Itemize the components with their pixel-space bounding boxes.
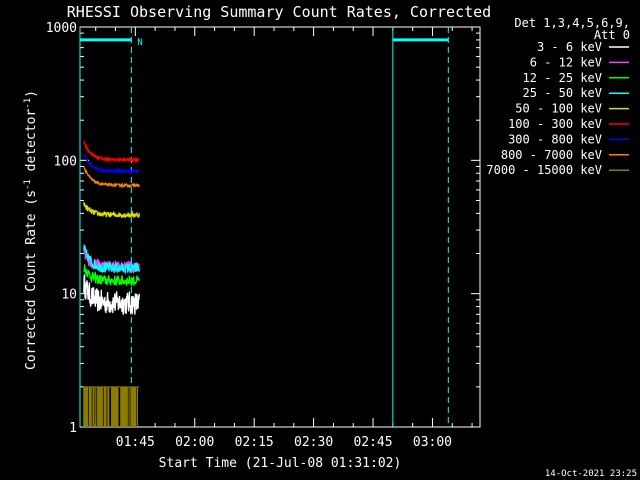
series-line [83,166,140,189]
x-axis-tick-labels: 01:45 02:00 02:15 02:30 02:45 03:00 [116,435,452,450]
legend-entry-label: 800 - 7000 keV [501,148,602,162]
y-tick-label: 10 [61,288,77,303]
series-line [83,386,138,427]
series-line [83,202,140,219]
y-tick-label: 1000 [46,21,77,36]
y-tick-label: 1 [69,421,77,436]
series-group [83,139,140,427]
legend-entry-label: 300 - 800 keV [508,132,602,146]
y-axis-label: Corrected Count Rate (s-1 detector-1) [23,90,39,370]
plot-frame [79,26,481,428]
legend-header-line1: Det 1,3,4,5,6,9, [514,16,630,30]
series-line [83,153,140,175]
x-tick-label: 01:45 [116,435,155,450]
series-line [83,274,140,316]
series-7000-15000-kev [83,386,140,427]
legend-entry-label: 6 - 12 keV [530,55,602,69]
y-axis-label-end: ) [24,90,39,98]
x-axis-label: Start Time (21-Jul-08 01:31:02) [159,456,402,471]
x-tick-label: 03:00 [413,435,452,450]
x-tick-label: 02:45 [353,435,392,450]
x-tick-label: 02:00 [175,435,214,450]
y-axis-label-mid: detector [24,109,39,180]
y-axis-tick-labels: 1 10 100 1000 [46,21,77,436]
y-tick-label: 100 [54,154,77,169]
legend-header-line2: Att 0 [594,28,630,42]
chart-title: RHESSI Observing Summary Count Rates, Co… [67,3,491,21]
y-axis-label-main: Corrected Count Rate (s [24,190,39,370]
series-line [83,244,140,274]
series-line [83,264,140,286]
plot-area: N [79,26,481,428]
footer-timestamp: 14-Oct-2021 23:25 [545,469,637,479]
legend-entry-label: 3 - 6 keV [537,40,602,54]
y-axis-label-sup2: -1 [23,98,33,109]
legend-entry-label: 25 - 50 keV [523,86,602,100]
flag-label: N [137,38,142,48]
legend-entry-label: 7000 - 15000 keV [486,163,602,177]
x-tick-label: 02:30 [294,435,333,450]
legend-entry-label: 12 - 25 keV [523,71,602,85]
series-line [83,139,140,164]
y-axis-label-sup1: -1 [23,179,33,190]
legend-entry-label: 50 - 100 keV [515,102,602,116]
legend-entry-label: 100 - 300 keV [508,117,602,131]
x-tick-label: 02:15 [235,435,274,450]
